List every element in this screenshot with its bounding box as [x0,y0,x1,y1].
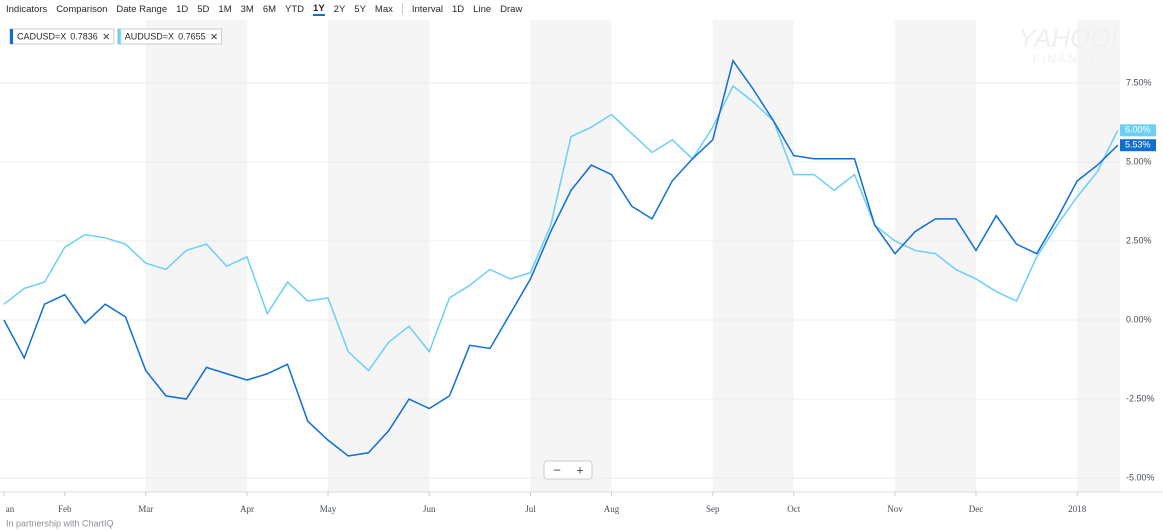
draw-button[interactable]: Draw [500,3,523,15]
series-line [3,59,1119,457]
x-tick-label: Aug [604,504,620,514]
last-value-label: 5.53% [1125,140,1151,150]
legend-price: 0.7836 [70,31,98,41]
interval-button[interactable]: Interval [411,3,444,15]
range-button[interactable]: YTD [285,3,305,15]
last-value-tag [1120,124,1156,137]
range-button[interactable]: 2Y [333,3,346,15]
x-tick-label: Oct [787,504,800,514]
toolbar: Indicators Comparison Date Range 1D 5D 1M 3M 6M… [0,0,1163,18]
range-button[interactable]: 3M [240,3,254,15]
last-value-tag [1120,139,1156,152]
legend-name: CADUSD=X [17,31,66,41]
legend-price: 0.7655 [178,31,206,41]
y-tick-label: 0.00% [1126,314,1152,324]
watermark-brand: YAHOO! [1018,23,1118,53]
zoom-in[interactable]: + [576,462,584,477]
last-value-label: 6.00% [1125,125,1151,135]
range-button[interactable]: 5Y [354,3,366,15]
y-tick-label: -5.00% [1126,472,1155,482]
y-tick-label: 2.50% [1126,235,1152,245]
x-tick-label: Nov [887,504,903,514]
month-band [1077,20,1120,492]
x-tick-label: Feb [58,504,72,514]
range-button[interactable]: 5D [197,3,210,15]
interval-value[interactable]: 1D [452,3,465,15]
range-button[interactable]: Max [374,3,393,15]
watermark-sub: FINANCE [1033,52,1100,66]
y-tick-label: 7.50% [1126,77,1152,87]
month-band [145,20,247,492]
x-tick-label: May [320,504,337,514]
range-button[interactable]: 1Y [313,2,325,16]
tool-button[interactable]: Comparison [56,3,108,15]
footer: In partnership with ChartIQ [6,518,114,528]
separator [401,3,403,15]
plot: 7.50% 5.00% 2.50% 0.00% -2.50% -5.00% an Feb Mar… [0,20,1163,514]
legend-swatch [117,29,121,44]
y-tick-label: 5.00% [1126,156,1152,166]
legend-swatch [10,29,13,44]
x-tick-label: Apr [240,504,254,514]
range-button[interactable]: 1D [176,3,189,15]
month-band [895,20,976,492]
tool-button[interactable]: Indicators [6,3,48,15]
tool-button[interactable]: Date Range [116,3,168,15]
x-tick-label: Mar [138,504,153,514]
zoom-box [543,460,593,480]
zoom-out[interactable]: − [553,462,561,477]
y-tick-label: -2.50% [1126,393,1155,403]
month-band [328,20,430,492]
series-line [3,84,1119,372]
legend-remove[interactable] [211,33,217,40]
x-tick-label: Dec [969,504,984,514]
x-tick-label: 2018 [1068,504,1087,514]
range-button[interactable]: 6M [262,3,277,15]
x-tick-label: Jul [525,504,536,514]
legend-remove[interactable] [103,33,110,40]
month-band [530,20,612,492]
x-tick-label: Sep [706,504,720,514]
x-tick-label: Jun [423,504,436,514]
legend-name: AUDUSD=X [125,31,174,41]
chart-kind-button[interactable]: Line [473,3,492,15]
x-tick-label: an [6,504,15,514]
range-button[interactable]: 1M [218,3,232,15]
